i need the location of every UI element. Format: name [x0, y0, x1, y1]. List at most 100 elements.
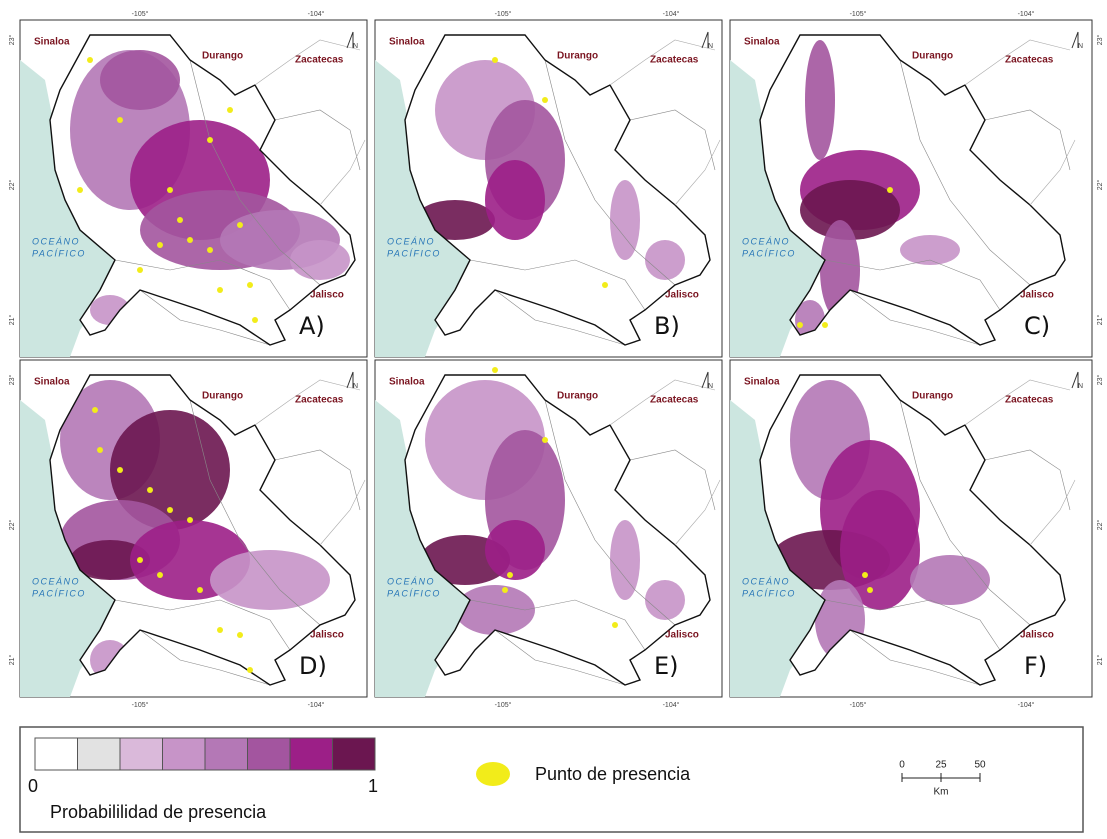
probability-patch [100, 50, 180, 110]
x-tick-label: -105° [132, 10, 149, 18]
municipal-border [849, 629, 981, 686]
north-label: N [708, 383, 713, 390]
probability-patch [645, 240, 685, 280]
municipal-border [984, 449, 1071, 511]
probability-patch [455, 585, 535, 635]
presence-point [252, 317, 258, 323]
x-tick-label: -104° [663, 10, 680, 18]
place-name: Sinaloa [389, 37, 425, 48]
probability-patch [210, 550, 330, 610]
ocean-name: OCEÁNO [387, 576, 435, 586]
state-border [759, 34, 1066, 346]
presence-point [237, 632, 243, 638]
y-tick-label: 22° [1096, 180, 1104, 191]
x-tick-label: -104° [308, 10, 325, 18]
municipal-border [139, 629, 271, 686]
municipal-border [899, 399, 1031, 626]
neighbor-border [964, 379, 1076, 546]
x-tick-label: -105° [850, 701, 867, 709]
presence-point [862, 572, 868, 578]
map-panel: Sinaloa Durango Zacatecas Jalisco OCEÁNO PACÍ… [729, 10, 1104, 358]
neighbor-border [609, 379, 721, 546]
x-tick-label: -104° [663, 701, 680, 709]
presence-point [137, 267, 143, 273]
y-tick-label: 23° [1096, 375, 1104, 386]
place-name: Zacatecas [650, 395, 699, 406]
presence-point [542, 437, 548, 443]
place-name: Durango [557, 391, 598, 402]
presence-point [217, 627, 223, 633]
municipal-border [849, 289, 981, 346]
municipal-border [544, 399, 676, 626]
probability-patch [290, 240, 350, 280]
probability-patch [805, 40, 835, 160]
scale-label: 0 [899, 760, 905, 771]
ocean-name: OCEÁNO [742, 576, 790, 586]
north-arrow [1071, 371, 1079, 389]
ocean-name: OCEÁNO [742, 236, 790, 246]
presence-point [92, 407, 98, 413]
neighbor-border [254, 379, 366, 546]
ocean-name: OCEÁNO [32, 576, 80, 586]
presence-point [612, 622, 618, 628]
probability-patch [645, 580, 685, 620]
neighbor-border [964, 39, 1076, 206]
y-tick-label: 23° [8, 375, 16, 386]
presence-point [187, 237, 193, 243]
presence-point [227, 107, 233, 113]
x-tick-label: -105° [850, 10, 867, 18]
place-name: Sinaloa [34, 37, 70, 48]
place-name: Sinaloa [389, 377, 425, 388]
y-tick-label: 23° [1096, 35, 1104, 46]
probability-patch [485, 520, 545, 580]
probability-raster [420, 380, 685, 635]
x-tick-label: -104° [1018, 10, 1035, 18]
north-label: N [353, 383, 358, 390]
ocean-name: PACÍFICO [742, 248, 796, 258]
place-name: Durango [912, 51, 953, 62]
place-name: Zacatecas [650, 55, 699, 66]
scale-unit: Km [934, 787, 949, 798]
municipal-border [544, 59, 676, 286]
municipal-border [189, 399, 321, 626]
municipal-border [629, 449, 716, 511]
x-tick-label: -105° [495, 701, 512, 709]
municipal-border [494, 629, 626, 686]
place-name: Jalisco [1020, 290, 1054, 301]
map-panel: Sinaloa Durango Zacatecas Jalisco OCEÁNO PACÍ… [8, 359, 368, 709]
y-tick-label: 22° [8, 180, 16, 191]
presence-point [117, 117, 123, 123]
y-tick-label: 23° [8, 35, 16, 46]
municipal-border [984, 109, 1071, 171]
ocean-name: OCEÁNO [32, 236, 80, 246]
probability-patch [70, 540, 150, 580]
place-name: Zacatecas [295, 55, 344, 66]
presence-point [507, 572, 513, 578]
map-panel: Sinaloa Durango Zacatecas Jalisco OCEÁNO PACÍ… [729, 359, 1104, 709]
presence-point [157, 242, 163, 248]
municipal-border [469, 599, 646, 651]
y-tick-label: 21° [8, 655, 16, 666]
y-tick-label: 22° [1096, 520, 1104, 531]
presence-point [602, 282, 608, 288]
presence-point [217, 287, 223, 293]
presence-point [97, 447, 103, 453]
probability-patch [610, 180, 640, 260]
x-tick-label: -105° [132, 701, 149, 709]
probability-patch [910, 555, 990, 605]
state-border [49, 34, 356, 346]
map-panel: Sinaloa Durango Zacatecas Jalisco OCEÁNO PACÍ… [374, 10, 723, 358]
presence-point [207, 137, 213, 143]
presence-point [822, 322, 828, 328]
place-name: Durango [912, 391, 953, 402]
presence-point [207, 247, 213, 253]
legend-min: 0 [28, 776, 38, 796]
state-border [759, 374, 1066, 686]
probability-patch [900, 235, 960, 265]
presence-point [157, 572, 163, 578]
municipal-border [274, 449, 361, 511]
municipal-border [274, 109, 361, 171]
presence-point [502, 587, 508, 593]
state-border [404, 34, 711, 346]
